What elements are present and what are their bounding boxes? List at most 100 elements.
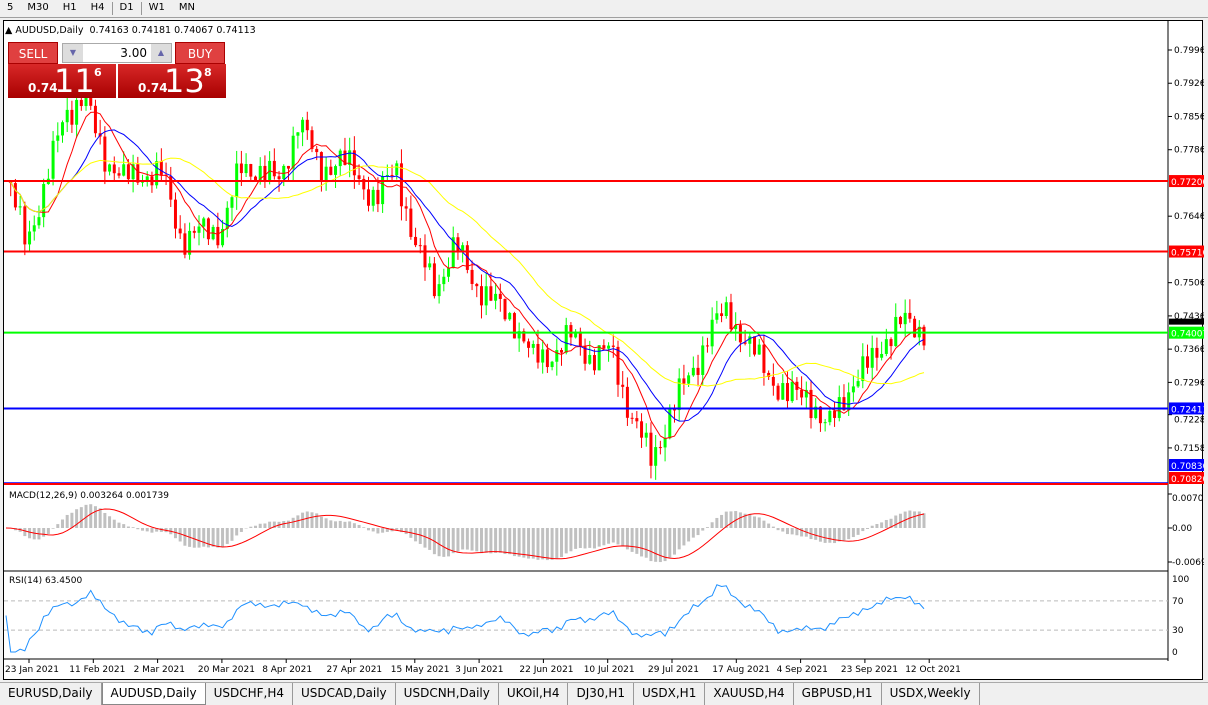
- candle-body: [451, 237, 455, 269]
- macd-histogram-bar: [216, 528, 220, 548]
- candle-body: [522, 331, 526, 342]
- macd-histogram-bar: [729, 511, 733, 528]
- candle-body: [362, 178, 366, 190]
- candle-body: [51, 140, 55, 179]
- macd-histogram-bar: [376, 528, 380, 534]
- chart-tab[interactable]: USDX,Weekly: [882, 683, 980, 705]
- collapse-triangle-icon[interactable]: ▲: [5, 25, 16, 36]
- timeframe-MN[interactable]: MN: [178, 2, 195, 13]
- macd-histogram-bar: [470, 528, 474, 551]
- timeframe-5[interactable]: 5: [7, 2, 14, 13]
- candle-body: [56, 135, 60, 141]
- macd-histogram-bar: [145, 528, 149, 532]
- candle-body: [555, 350, 559, 362]
- level-price-tag: [1169, 459, 1208, 471]
- macd-histogram-bar: [889, 518, 893, 528]
- candle-body: [560, 350, 564, 353]
- level-price-tag: [1169, 472, 1208, 484]
- current-price-tag: [1169, 318, 1208, 325]
- macd-histogram-bar: [743, 513, 747, 528]
- macd-histogram-bar: [644, 528, 648, 558]
- macd-histogram-bar: [150, 528, 154, 533]
- macd-histogram-bar: [818, 528, 822, 542]
- chart-tab[interactable]: USDX,H1: [634, 683, 706, 705]
- candle-body: [550, 361, 554, 368]
- buy-price-fraction: 8: [204, 66, 212, 79]
- macd-histogram-bar: [720, 514, 724, 528]
- chart-tab[interactable]: EURUSD,Daily: [0, 683, 102, 705]
- candle-body: [334, 166, 338, 175]
- buy-button[interactable]: BUY: [175, 42, 225, 64]
- candle-body: [456, 237, 460, 253]
- macd-histogram-bar: [776, 528, 780, 531]
- buy-price[interactable]: 0.74 13 8: [118, 62, 226, 100]
- macd-histogram-bar: [861, 528, 865, 532]
- timeframe-H4[interactable]: H4: [90, 2, 105, 13]
- candle-body: [498, 293, 502, 299]
- macd-histogram-bar: [395, 528, 399, 530]
- candle-body: [564, 325, 568, 353]
- macd-histogram-bar: [649, 528, 653, 562]
- chart-tab[interactable]: XAUUSD,H4: [705, 683, 794, 705]
- chart-tab[interactable]: USDCNH,Daily: [396, 683, 499, 705]
- timeframe-H1[interactable]: H1: [62, 2, 77, 13]
- chart-tab[interactable]: GBPUSD,H1: [794, 683, 882, 705]
- increase-lot-icon[interactable]: ▲: [151, 44, 171, 62]
- macd-histogram-bar: [856, 528, 860, 535]
- sell-price[interactable]: 0.74 11 6: [8, 62, 116, 100]
- macd-histogram-bar: [249, 526, 253, 528]
- candle-body: [894, 316, 898, 347]
- macd-histogram-bar: [254, 525, 258, 528]
- candle-body: [715, 313, 719, 320]
- macd-tick-label: -0.006923: [1172, 558, 1204, 568]
- candle-body: [578, 331, 582, 347]
- chart-tab[interactable]: DJ30,H1: [568, 683, 634, 705]
- macd-histogram-bar: [592, 528, 596, 549]
- macd-histogram-bar: [131, 527, 135, 528]
- macd-histogram-bar: [268, 521, 272, 528]
- timeframe-M30[interactable]: M30: [27, 2, 49, 13]
- macd-histogram-bar: [348, 521, 352, 528]
- decrease-lot-icon[interactable]: ▼: [63, 44, 83, 62]
- candle-body: [512, 313, 516, 339]
- macd-histogram-bar: [385, 528, 389, 532]
- candle-body: [672, 409, 676, 411]
- level-price-label: 0.72411: [1171, 405, 1204, 415]
- candle-body: [399, 163, 403, 207]
- macd-histogram-bar: [494, 528, 498, 553]
- candle-body: [197, 226, 201, 233]
- chart-tab[interactable]: UKOil,H4: [499, 683, 569, 705]
- macd-histogram-bar: [545, 528, 549, 561]
- date-label: 10 Jul 2021: [584, 665, 635, 675]
- lot-size-field[interactable]: ▼ 3.00 ▲: [62, 43, 172, 63]
- macd-histogram-bar: [734, 511, 738, 528]
- macd-histogram-bar: [866, 528, 870, 529]
- candle-body: [644, 432, 648, 438]
- macd-histogram-bar: [112, 519, 116, 528]
- chart-tab[interactable]: AUDUSD,Daily: [101, 683, 206, 705]
- chart-tab[interactable]: USDCAD,Daily: [293, 683, 396, 705]
- sell-button[interactable]: SELL: [8, 42, 58, 64]
- macd-histogram-bar: [282, 521, 286, 528]
- candle-body: [432, 263, 436, 297]
- macd-histogram-bar: [564, 528, 568, 554]
- macd-histogram-bar: [668, 528, 672, 558]
- candle-body: [781, 383, 785, 400]
- macd-tick-label: 0.00: [1172, 524, 1192, 534]
- macd-histogram-bar: [173, 528, 177, 539]
- macd-histogram-bar: [461, 528, 465, 550]
- timeframe-W1[interactable]: W1: [148, 2, 165, 13]
- macd-histogram-bar: [884, 519, 888, 528]
- candle-body: [724, 302, 728, 317]
- candle-body: [880, 353, 884, 358]
- candle-body: [84, 95, 88, 107]
- chart-tab[interactable]: USDCHF,H4: [206, 683, 294, 705]
- candle-body: [898, 316, 902, 325]
- timeframe-D1[interactable]: D1: [119, 2, 134, 13]
- chart-title: ▲ AUDUSD,Daily 0.74163 0.74181 0.74067 0…: [5, 25, 256, 36]
- lot-value[interactable]: 3.00: [120, 46, 147, 60]
